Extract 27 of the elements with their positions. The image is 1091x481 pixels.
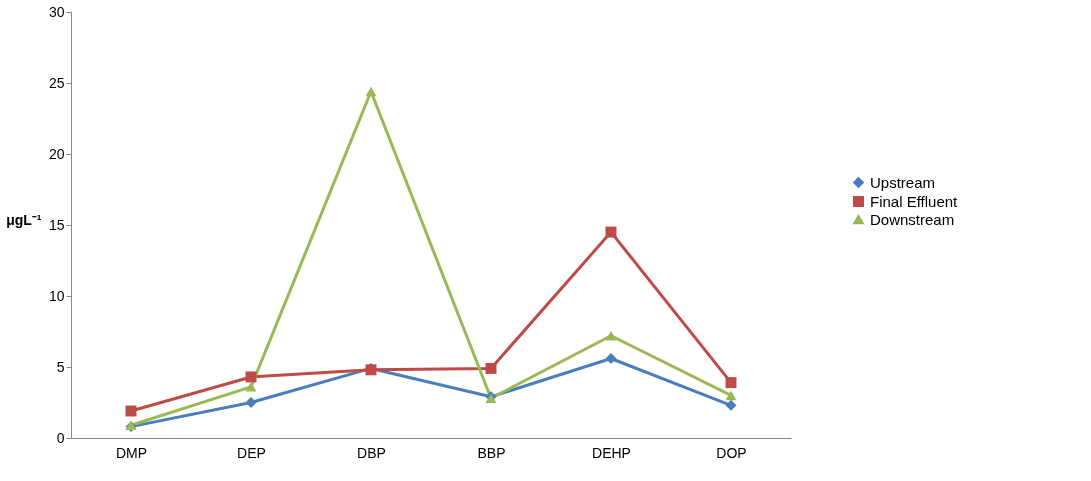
x-tick-label: DOP bbox=[716, 444, 747, 461]
point bbox=[605, 353, 617, 364]
y-tick-label: 10 bbox=[48, 287, 65, 304]
x-tick-label: DBP bbox=[357, 444, 386, 461]
legend-label: Final Effluent bbox=[870, 192, 959, 210]
x-tick-label: DEP bbox=[237, 444, 266, 461]
point bbox=[725, 377, 737, 389]
x-tick-label: BBP bbox=[477, 444, 506, 461]
legend-label: Upstream bbox=[870, 173, 936, 191]
y-tick-label: 20 bbox=[48, 145, 65, 162]
y-tick-label: 0 bbox=[56, 429, 65, 446]
point bbox=[605, 226, 617, 238]
y-tick-label: 15 bbox=[48, 216, 65, 233]
point bbox=[485, 362, 497, 374]
point bbox=[245, 371, 257, 383]
point bbox=[365, 86, 377, 97]
point bbox=[725, 390, 737, 401]
y-tick-label: 5 bbox=[56, 358, 65, 375]
y-axis-title: μgL⁻¹ bbox=[6, 211, 42, 228]
x-tick-label: DEHP bbox=[592, 444, 631, 461]
y-tick-label: 25 bbox=[48, 74, 65, 91]
point bbox=[605, 331, 617, 341]
x-tick-label: DMP bbox=[115, 444, 148, 461]
point bbox=[725, 399, 737, 411]
legend-label: Downstream bbox=[870, 210, 955, 228]
y-tick-label: 30 bbox=[48, 3, 65, 20]
point bbox=[245, 382, 257, 392]
